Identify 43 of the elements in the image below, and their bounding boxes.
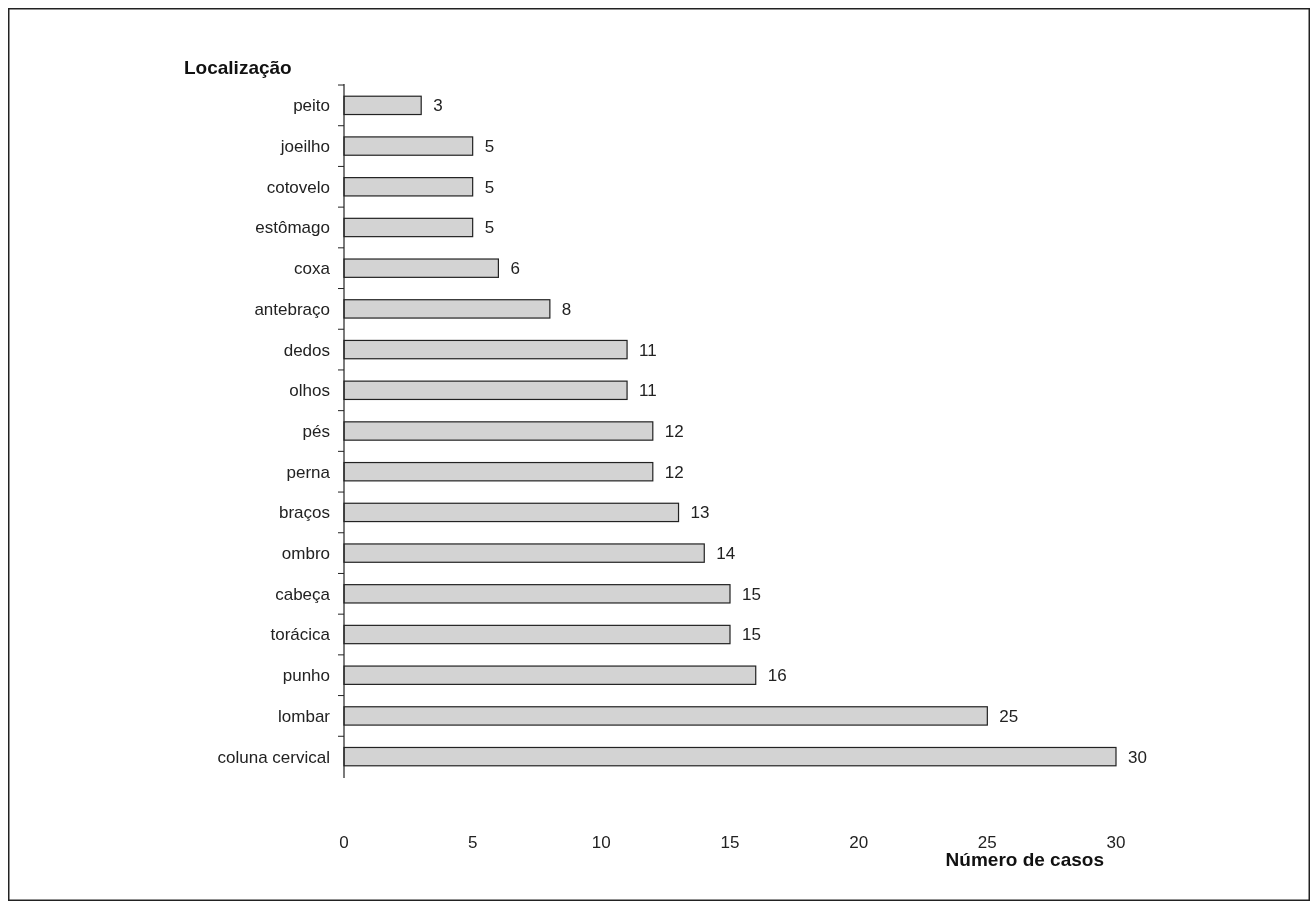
y-tick-label: perna bbox=[286, 462, 331, 482]
data-label: 8 bbox=[561, 299, 572, 319]
data-label: 12 bbox=[664, 462, 684, 482]
x-tick-label: 20 bbox=[849, 833, 869, 852]
y-tick-label: cotovelo bbox=[266, 177, 330, 197]
y-tick-label: peito bbox=[293, 96, 330, 116]
y-tick-label: dedos bbox=[283, 340, 330, 360]
y-tick-label: ombro bbox=[281, 544, 330, 564]
x-tick-label: 0 bbox=[339, 833, 349, 852]
data-label: 15 bbox=[742, 584, 761, 604]
data-label: 15 bbox=[742, 625, 761, 645]
data-label: 5 bbox=[484, 137, 495, 157]
y-axis-title: Localização bbox=[184, 57, 292, 78]
y-tick-label: coluna cervical bbox=[217, 747, 330, 767]
y-tick-label: punho bbox=[282, 666, 330, 686]
data-label: 3 bbox=[433, 96, 443, 116]
y-tick-label: pés bbox=[302, 421, 330, 441]
x-tick-label: 15 bbox=[720, 833, 740, 852]
x-tick-label: 30 bbox=[1106, 833, 1126, 852]
y-tick-label: olhos bbox=[289, 381, 330, 401]
data-label: 16 bbox=[767, 666, 787, 686]
y-tick-label: estômago bbox=[255, 218, 330, 238]
y-tick-label: braços bbox=[278, 503, 330, 523]
y-tick-label: cabeça bbox=[275, 584, 331, 604]
data-label: 11 bbox=[639, 340, 657, 360]
y-tick-label: joeilho bbox=[279, 137, 330, 157]
y-tick-label: torácica bbox=[270, 625, 331, 645]
data-label: 12 bbox=[664, 421, 684, 441]
y-tick-label: lombar bbox=[278, 706, 331, 726]
y-tick-label: coxa bbox=[294, 259, 331, 279]
y-tick-label: antebraço bbox=[254, 299, 330, 319]
data-label: 14 bbox=[716, 544, 736, 564]
data-label: 25 bbox=[999, 706, 1019, 726]
x-tick-label: 5 bbox=[467, 833, 478, 852]
x-tick-label: 10 bbox=[591, 833, 611, 852]
x-axis-title: Número de casos bbox=[945, 849, 1104, 870]
data-label: 5 bbox=[484, 218, 495, 238]
data-label: 11 bbox=[639, 381, 657, 401]
data-label: 13 bbox=[690, 503, 710, 523]
x-tick-label: 25 bbox=[977, 833, 997, 852]
data-label: 5 bbox=[484, 177, 495, 197]
data-label: 30 bbox=[1128, 747, 1147, 767]
data-label: 6 bbox=[510, 259, 520, 279]
